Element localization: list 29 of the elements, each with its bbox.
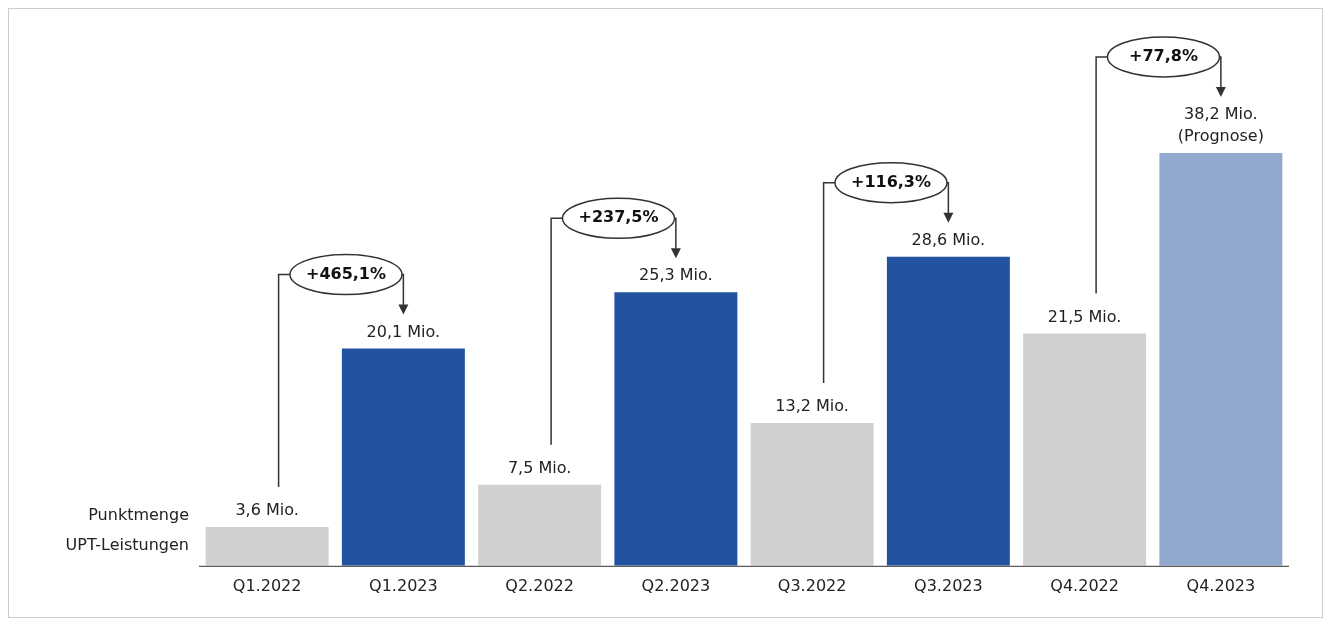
x-tick-label: Q2.2023 [641,575,711,595]
data-label: 38,2 Mio. (Prognose) [1177,104,1264,146]
x-tick-label: Q2.2022 [505,575,574,595]
x-tick-label: Q4.2023 [1186,575,1256,595]
y-axis-title: Punktmenge UPT-Leistungen [65,504,189,554]
bar [614,292,738,566]
bar [1159,152,1283,566]
data-label: 20,1 Mio. [366,321,441,341]
annotation: +465,1% [305,263,387,283]
bar [341,348,465,566]
x-tick-label: Q1.2023 [369,575,438,595]
data-label: 25,3 Mio. [639,265,713,285]
bar [886,256,1010,566]
data-label: 13,2 Mio. [775,396,849,416]
data-label: 7,5 Mio. [507,457,572,477]
annotation: +116,3% [850,171,932,191]
x-tick-label: Q3.2023 [914,575,983,595]
text: +77,8% [1129,46,1198,66]
x-tick-label: Q4.2022 [1050,575,1119,595]
x-tick-label: Q3.2022 [777,575,847,595]
bar [1023,333,1147,566]
bar [205,526,329,566]
annotation: +237,5% [578,207,659,227]
data-label: 3,6 Mio. [235,500,299,520]
bar [478,484,602,566]
x-tick-label: Q1.2022 [232,575,302,595]
data-label: 21,5 Mio. [1047,306,1122,326]
data-label: 28,6 Mio. [911,229,986,249]
bar [750,423,874,566]
